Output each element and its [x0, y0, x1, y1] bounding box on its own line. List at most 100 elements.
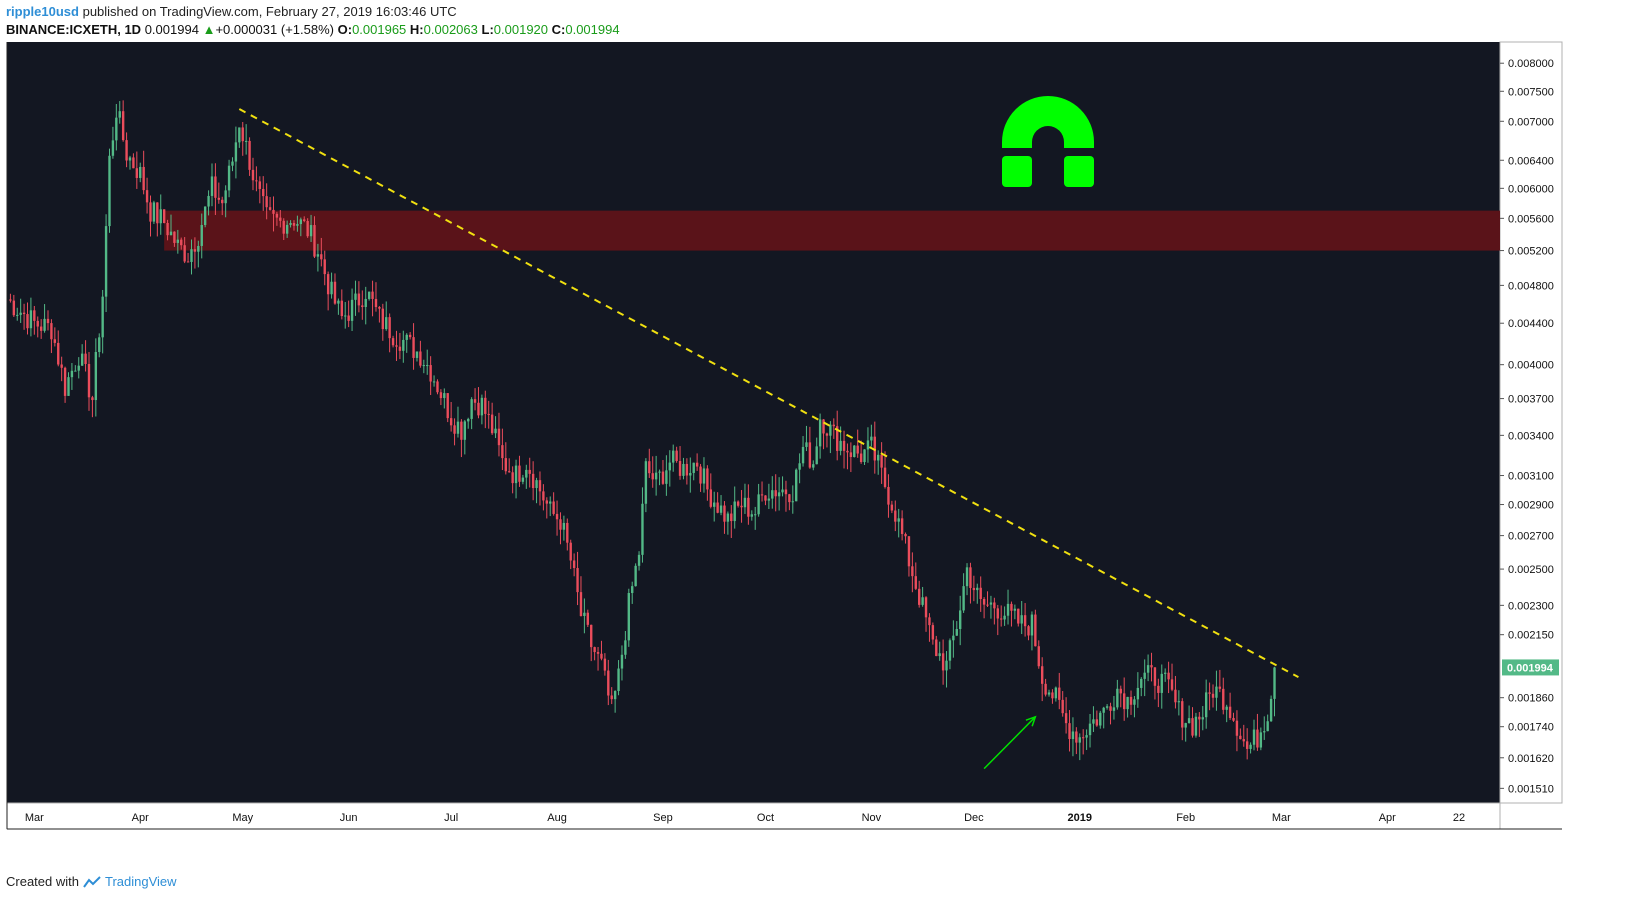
x-tick-label: May [232, 812, 253, 824]
candle-body [262, 188, 265, 197]
candle-body [750, 514, 753, 517]
candle-body [1034, 614, 1037, 647]
candle-body [115, 117, 118, 141]
candle-body [569, 542, 572, 561]
candle-body [631, 586, 634, 594]
candle-body [931, 625, 935, 640]
candle-body [467, 418, 470, 422]
candle-body [449, 418, 453, 426]
candle-body [784, 489, 788, 495]
candle-body [371, 291, 374, 299]
trendline [238, 108, 1299, 679]
candle-body [918, 588, 921, 605]
candle-body [764, 495, 767, 501]
candle-body [53, 339, 57, 343]
candle-body [887, 486, 890, 505]
x-tick-label: Sep [653, 812, 673, 824]
price-axis[interactable] [1499, 41, 1563, 804]
candle-body [849, 452, 853, 457]
candle-body [43, 318, 46, 331]
candle-body [1030, 614, 1034, 636]
candle-body [57, 342, 60, 365]
candle-body [989, 602, 993, 605]
candle-body [1163, 672, 1167, 674]
candle-body [190, 249, 193, 262]
candle-body [323, 259, 326, 275]
candle-body [251, 169, 255, 181]
candle-body [1269, 698, 1273, 722]
candle-body [641, 503, 644, 555]
candle-body [1017, 608, 1020, 624]
time-axis[interactable] [6, 802, 1501, 830]
low-value: 0.001920 [493, 22, 549, 37]
last-price: 0.001994 [144, 22, 199, 37]
footer: Created with TradingView [6, 874, 177, 889]
candle-body [1044, 683, 1047, 695]
candle-body [337, 300, 340, 304]
magnet-arch [1002, 96, 1094, 148]
candle-body [545, 500, 548, 504]
candle-body [361, 305, 364, 307]
magnet-right-pole [1064, 156, 1094, 187]
candle-body [231, 161, 234, 166]
candle-body [788, 494, 791, 503]
candle-body [313, 225, 316, 257]
candle-body [1252, 729, 1256, 745]
candle-body [111, 140, 115, 156]
candle-body [928, 617, 931, 626]
candle-body [713, 502, 716, 507]
candle-body [675, 450, 678, 462]
candle-body [740, 505, 743, 508]
candle-body [839, 440, 842, 451]
candle-body [347, 315, 350, 321]
candle-body [1242, 739, 1245, 742]
candle-body [285, 224, 289, 234]
candle-body [1109, 706, 1112, 711]
candle-body [159, 209, 162, 224]
candle-body [1088, 723, 1092, 736]
y-tick-label: 0.002700 [1508, 531, 1554, 543]
candle-body [186, 261, 190, 263]
candle-body [514, 465, 518, 484]
candle-body [443, 393, 446, 399]
high-value: 0.002063 [423, 22, 478, 37]
candle-body [972, 587, 976, 591]
candle-body [221, 199, 224, 204]
candle-body [1157, 685, 1160, 693]
author-link[interactable]: ripple10usd [6, 4, 79, 19]
candle-body [648, 461, 651, 474]
candle-body [142, 166, 145, 191]
candle-body [668, 462, 671, 471]
candle-body [248, 140, 251, 170]
candle-body [135, 168, 139, 178]
candle-body [326, 274, 330, 295]
y-tick-label: 0.004400 [1508, 318, 1554, 330]
plot-area[interactable] [7, 42, 1500, 803]
candle-body [214, 176, 217, 198]
candle-body [1184, 723, 1187, 728]
candle-body [183, 245, 186, 262]
candle-body [1208, 692, 1211, 694]
candle-body [1249, 744, 1252, 749]
candle-body [60, 364, 63, 368]
candle-body [603, 658, 607, 671]
candle-body [511, 472, 514, 484]
candle-body [904, 533, 907, 537]
candle-body [203, 206, 207, 225]
x-tick-label: Feb [1176, 812, 1195, 824]
magnet-left-pole [1002, 156, 1032, 187]
candle-body [518, 465, 521, 482]
candle-body [627, 593, 630, 641]
candle-body [477, 402, 480, 416]
arrow-annotation [983, 716, 1036, 770]
candle-body [74, 370, 77, 372]
published-text: published on TradingView.com, February 2… [82, 4, 457, 19]
candle-body [1054, 687, 1058, 699]
candle-body [525, 469, 528, 478]
candle-body [67, 377, 70, 396]
candle-body [224, 190, 227, 204]
tradingview-link[interactable]: TradingView [104, 874, 177, 889]
candle-body [620, 654, 624, 669]
candle-body [1273, 667, 1276, 699]
